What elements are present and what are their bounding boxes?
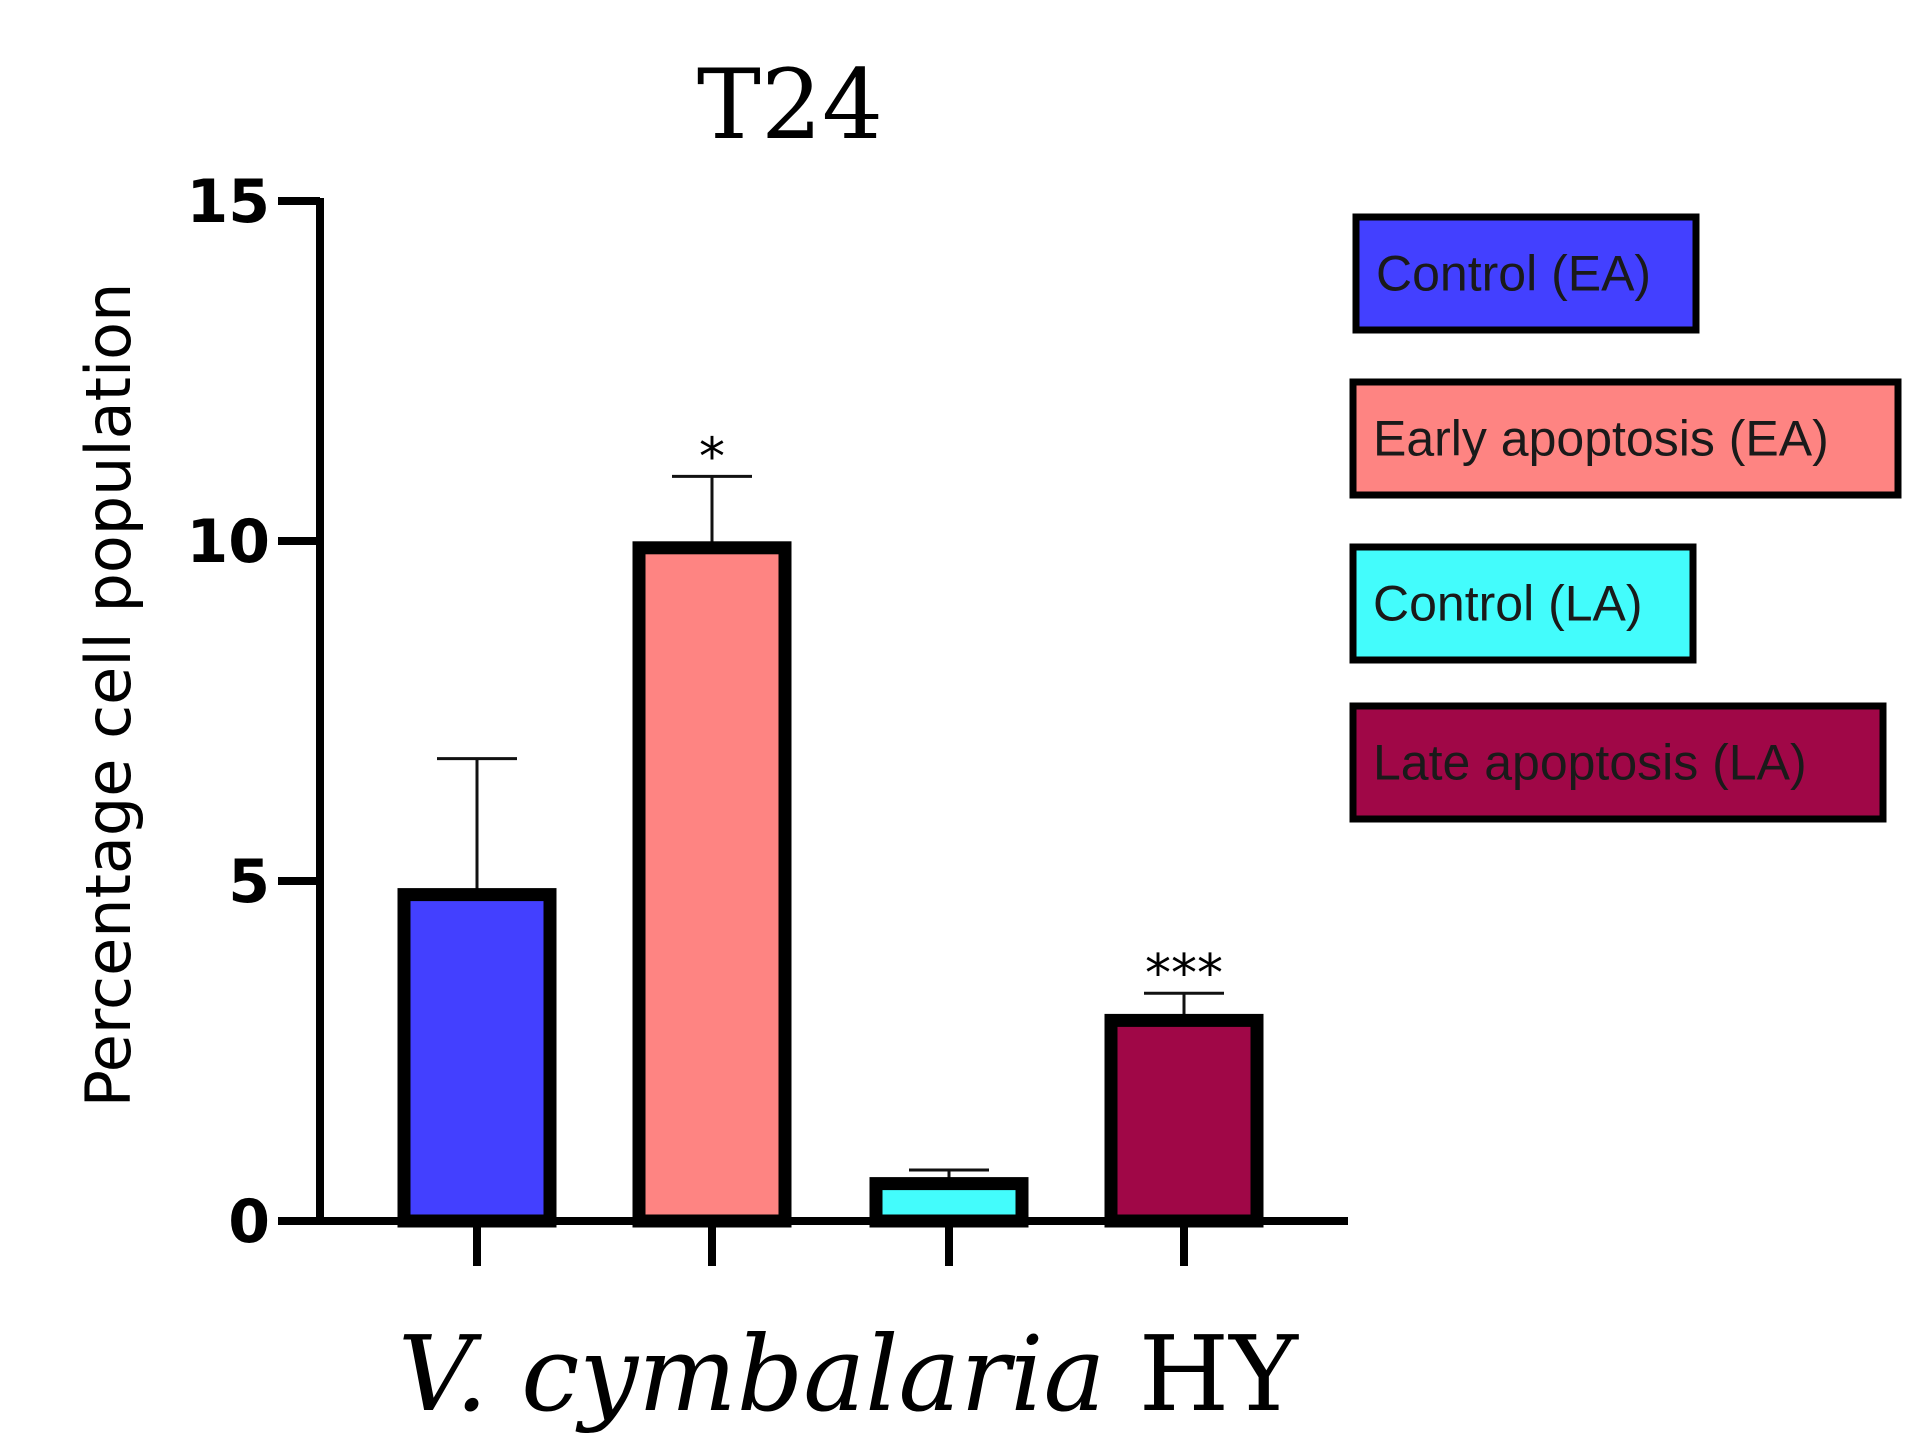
legend-label: Early apoptosis (EA) — [1373, 411, 1829, 467]
x-axis-label-species: V. cymbalaria — [398, 1313, 1105, 1435]
y-ticks: 0 5 10 15 — [187, 167, 320, 1257]
bar — [397, 888, 557, 1228]
legend-label: Late apoptosis (LA) — [1373, 735, 1807, 791]
x-axis-label-suffix: HY — [1106, 1313, 1300, 1435]
legend-swatch — [1352, 213, 1700, 334]
bar — [1104, 1013, 1264, 1228]
bars: **** — [397, 427, 1264, 1266]
legend-label: Control (LA) — [1373, 576, 1643, 632]
bar — [869, 1177, 1029, 1228]
y-tick-label: 0 — [228, 1187, 270, 1257]
legend-label: Control (EA) — [1376, 246, 1651, 302]
legend-swatch — [1349, 702, 1887, 823]
y-tick-label: 10 — [187, 507, 271, 577]
y-tick-label: 15 — [187, 167, 271, 237]
x-axis-label: V. cymbalaria HY — [398, 1313, 1299, 1435]
significance-label: * — [699, 427, 725, 487]
significance-label: *** — [1145, 944, 1223, 1004]
bar — [632, 541, 792, 1228]
y-axis-label: Percentage cell population — [72, 283, 145, 1108]
legend-swatch — [1349, 543, 1697, 664]
y-tick-label: 5 — [228, 847, 270, 917]
legend-swatch — [1349, 378, 1902, 499]
legend: Control (EA) Early apoptosis (EA) Control … — [1349, 213, 1902, 823]
chart-title: T24 — [697, 49, 883, 161]
